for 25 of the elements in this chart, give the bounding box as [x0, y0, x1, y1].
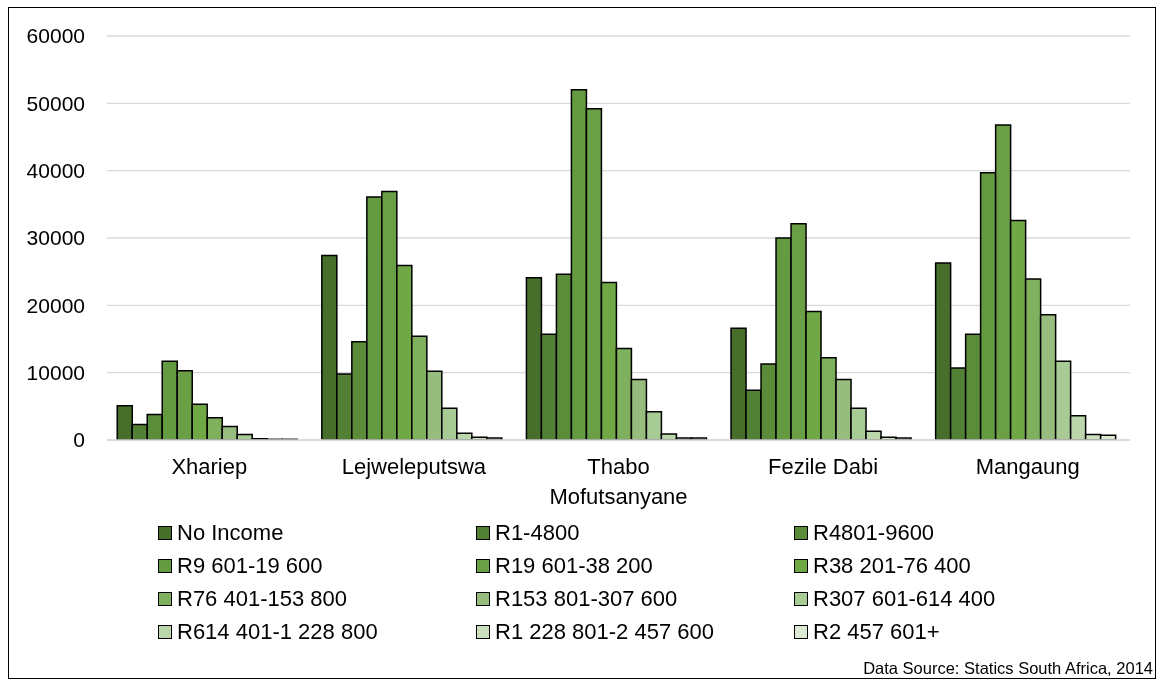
y-tick-label: 50000	[26, 91, 85, 115]
y-tick-label: 20000	[26, 293, 85, 317]
legend-label: No Income	[177, 520, 284, 547]
legend-label: R2 457 601+	[813, 618, 940, 645]
x-tick-label: Xhariep	[170, 453, 247, 479]
legend-label: R19 601-38 200	[495, 553, 653, 580]
y-tick-label: 0	[72, 427, 85, 451]
x-tick-label: Fezile Dabi	[767, 453, 878, 479]
x-tick-label: Mangaung	[975, 453, 1080, 479]
y-tick-label: 10000	[26, 360, 85, 384]
legend-label: R614 401-1 228 800	[177, 618, 378, 645]
source-note: Data Source: Statics South Africa, 2014	[863, 659, 1153, 678]
legend-label: R307 601-614 400	[813, 585, 996, 612]
legend-label: R1 228 801-2 457 600	[495, 618, 714, 645]
legend-label: R76 401-153 800	[177, 585, 348, 612]
y-tick-label: 40000	[26, 158, 85, 182]
legend-label: R9 601-19 600	[177, 553, 323, 580]
y-tick-label: 30000	[26, 225, 85, 249]
legend-label: R4801-9600	[813, 520, 935, 547]
legend-label: R153 801-307 600	[495, 585, 678, 612]
y-tick-label: 60000	[26, 23, 85, 47]
x-tick-label: Lejweleputswa	[341, 453, 487, 479]
x-tick-label: Thabo Mofutsanyane	[548, 453, 688, 509]
legend-label: R38 201-76 400	[813, 553, 971, 580]
legend-label: R1-4800	[495, 520, 580, 547]
